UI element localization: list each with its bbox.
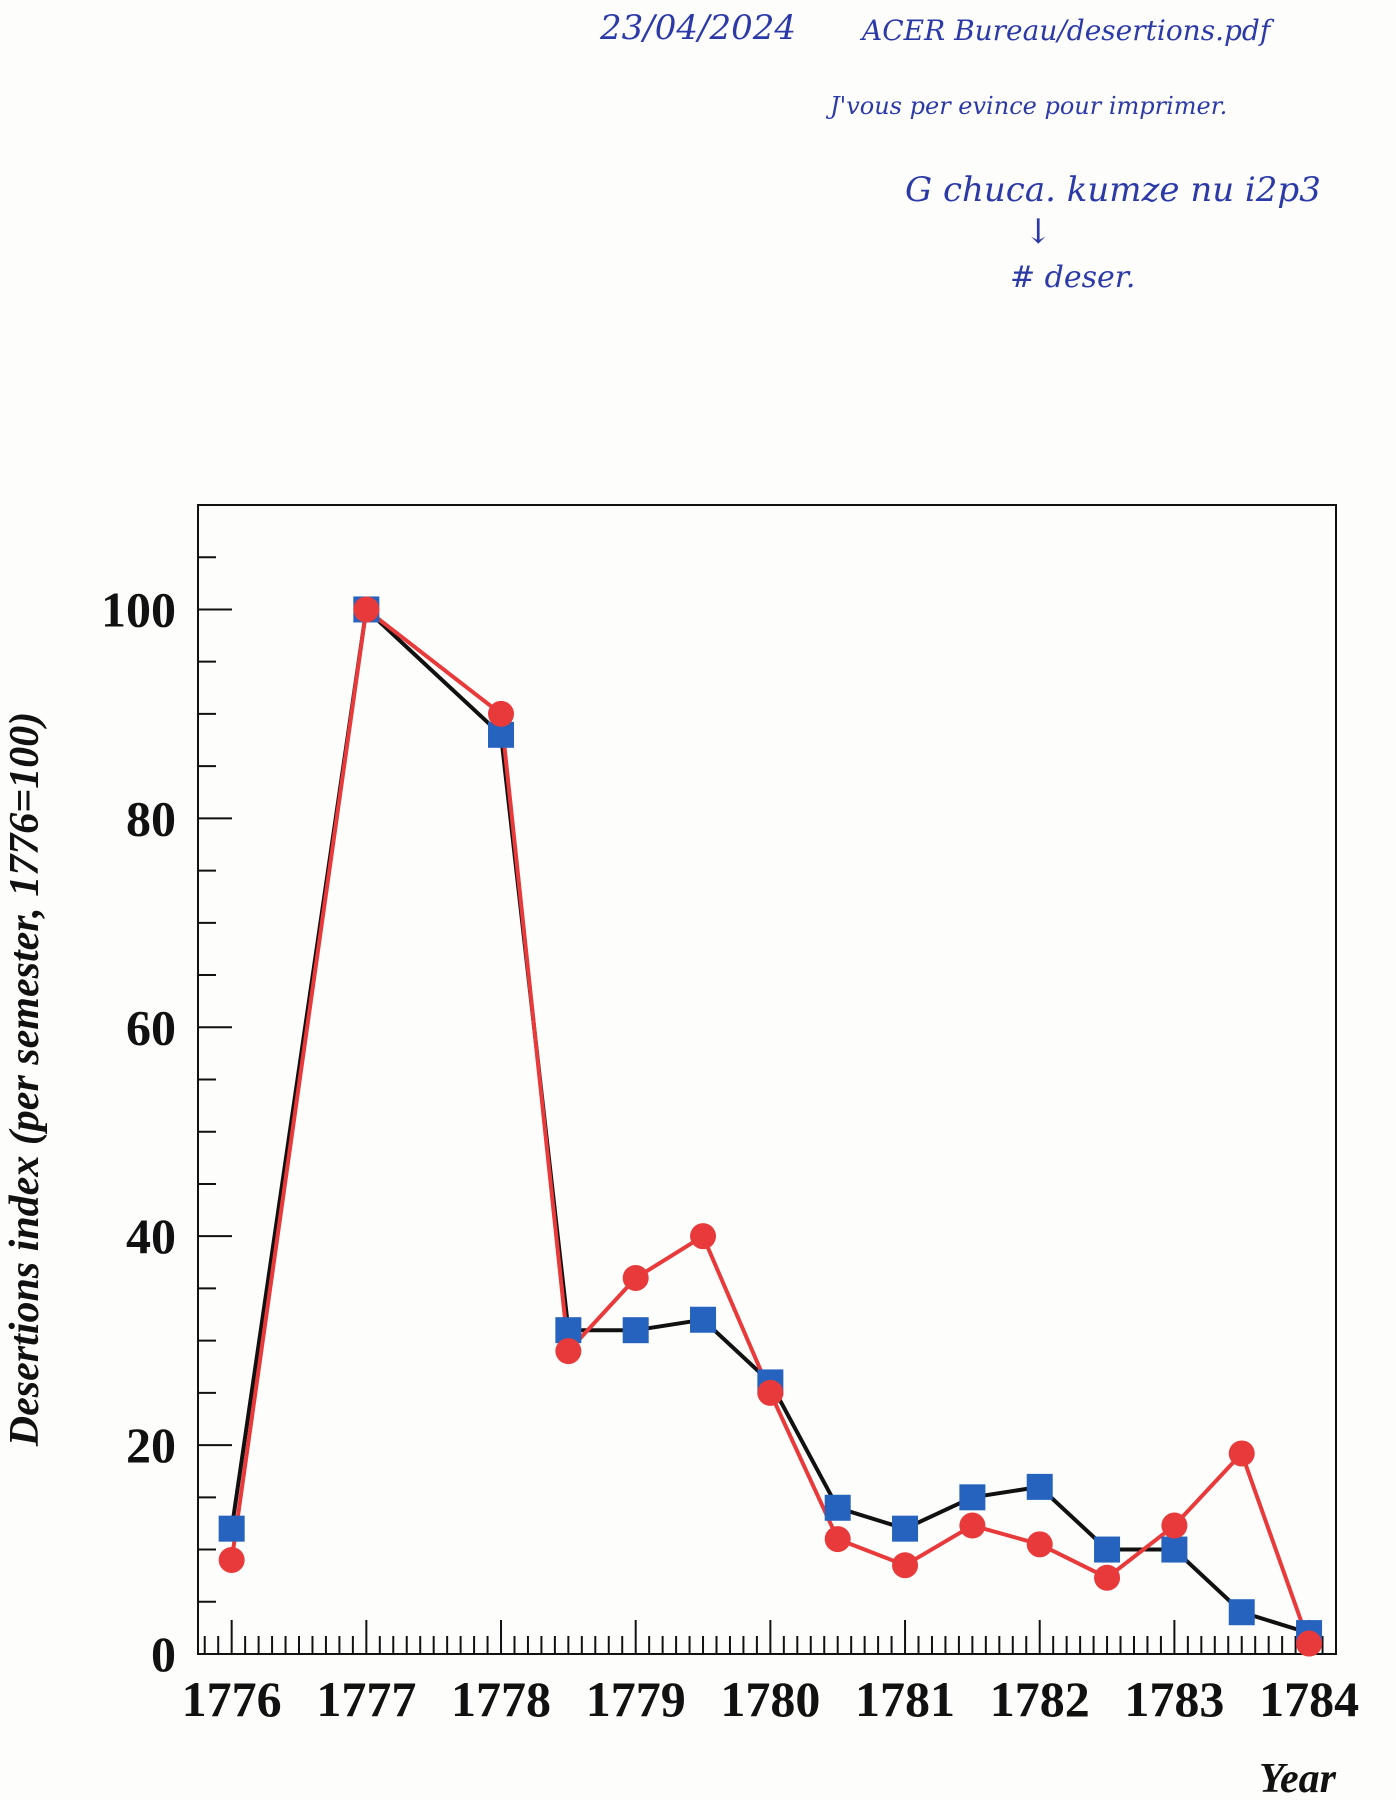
series-2-point bbox=[757, 1379, 784, 1406]
handwritten-notes: 23/04/2024 ACER Bureau/desertions.pdf J'… bbox=[0, 0, 1396, 320]
x-axis-title: Year bbox=[1259, 1756, 1337, 1800]
x-tick-label: 1779 bbox=[586, 1671, 686, 1727]
y-tick-label: 100 bbox=[101, 581, 176, 637]
series-1-point bbox=[1026, 1473, 1053, 1500]
x-tick-label: 1782 bbox=[990, 1671, 1090, 1727]
series-1-point bbox=[1161, 1536, 1188, 1563]
series-2-point bbox=[1228, 1440, 1255, 1467]
series-1-point bbox=[690, 1306, 717, 1333]
x-tick-label: 1781 bbox=[855, 1671, 955, 1727]
series-2-point bbox=[892, 1552, 919, 1579]
series-2-point bbox=[1161, 1512, 1188, 1539]
note-line-2: J'vous per evince pour imprimer. bbox=[830, 92, 1228, 120]
y-tick-label: 60 bbox=[126, 999, 176, 1055]
note-line-3: G chuca. kumze nu i2p3 bbox=[905, 170, 1321, 210]
x-tick-label: 1778 bbox=[451, 1671, 551, 1727]
y-axis-title: Desertions index (per semester, 1776=100… bbox=[2, 712, 48, 1447]
x-tick-label: 1777 bbox=[316, 1671, 416, 1727]
series-2-point bbox=[1296, 1630, 1323, 1657]
series-1-point bbox=[218, 1515, 245, 1542]
series-2-point bbox=[959, 1512, 986, 1539]
x-tick-label: 1784 bbox=[1259, 1671, 1359, 1727]
y-tick-label: 0 bbox=[151, 1626, 176, 1682]
series-1-point bbox=[1094, 1536, 1121, 1563]
series-2-point bbox=[218, 1546, 245, 1573]
series-2-point bbox=[1026, 1531, 1053, 1558]
series-2-point bbox=[690, 1223, 717, 1250]
series-1-line bbox=[229, 607, 1310, 1636]
series-layer bbox=[218, 596, 1323, 1657]
series-2-point bbox=[488, 700, 515, 727]
note-file-path: ACER Bureau/desertions.pdf bbox=[862, 14, 1271, 47]
x-tick-label: 1776 bbox=[182, 1671, 282, 1727]
y-tick-label: 20 bbox=[126, 1417, 176, 1473]
series-1-point bbox=[892, 1515, 919, 1542]
series-2-line bbox=[229, 607, 1311, 1645]
series-2-point bbox=[555, 1338, 582, 1365]
plot-frame bbox=[197, 504, 1337, 1655]
note-line-5: # deser. bbox=[1010, 260, 1136, 295]
x-tick-label: 1783 bbox=[1124, 1671, 1224, 1727]
series-2-point bbox=[824, 1526, 851, 1553]
note-date: 23/04/2024 bbox=[600, 8, 796, 48]
series-1-point bbox=[622, 1317, 649, 1344]
series-1-point bbox=[824, 1494, 851, 1521]
series-2-point bbox=[353, 596, 380, 623]
y-tick-label: 40 bbox=[126, 1208, 176, 1264]
x-axis: 1776 1777 1778 1779 1780 1781 1782 1783 1784 bbox=[182, 1620, 1359, 1727]
series-2-point bbox=[622, 1264, 649, 1291]
series-1-point bbox=[959, 1484, 986, 1511]
series-1-point bbox=[1228, 1599, 1255, 1626]
y-axis: 0 20 40 60 80 100 bbox=[101, 556, 232, 1682]
note-arrow: ↓ bbox=[1024, 212, 1053, 252]
y-tick-label: 80 bbox=[126, 790, 176, 846]
series-2-point bbox=[1094, 1564, 1121, 1591]
x-tick-label: 1780 bbox=[720, 1671, 820, 1727]
